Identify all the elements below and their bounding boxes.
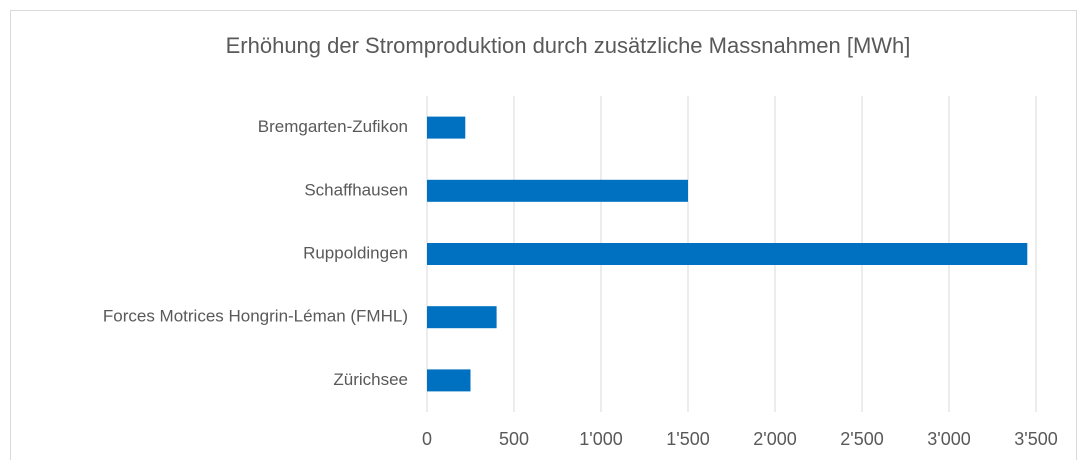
x-tick-label: 0 <box>422 429 432 449</box>
bar <box>427 116 466 139</box>
y-tick-label: Ruppoldingen <box>303 243 408 262</box>
x-tick-label: 3'500 <box>1014 429 1057 449</box>
y-tick-label: Zürichsee <box>333 370 408 389</box>
x-tick-label: 2'500 <box>840 429 883 449</box>
bar <box>427 369 471 392</box>
y-tick-label: Schaffhausen <box>304 180 408 199</box>
y-tick-label: Forces Motrices Hongrin-Léman (FMHL) <box>103 307 408 326</box>
x-tick-label: 2'000 <box>753 429 796 449</box>
bar <box>427 306 497 329</box>
x-tick-label: 500 <box>499 429 529 449</box>
x-tick-label: 3'000 <box>927 429 970 449</box>
chart-title: Erhöhung der Stromproduktion durch zusät… <box>226 33 911 58</box>
y-tick-label: Bremgarten-Zufikon <box>258 117 408 136</box>
chart-frame <box>10 10 1077 460</box>
x-tick-label: 1'500 <box>666 429 709 449</box>
bar <box>427 243 1028 265</box>
x-tick-label: 1'000 <box>579 429 622 449</box>
bar <box>427 179 688 202</box>
